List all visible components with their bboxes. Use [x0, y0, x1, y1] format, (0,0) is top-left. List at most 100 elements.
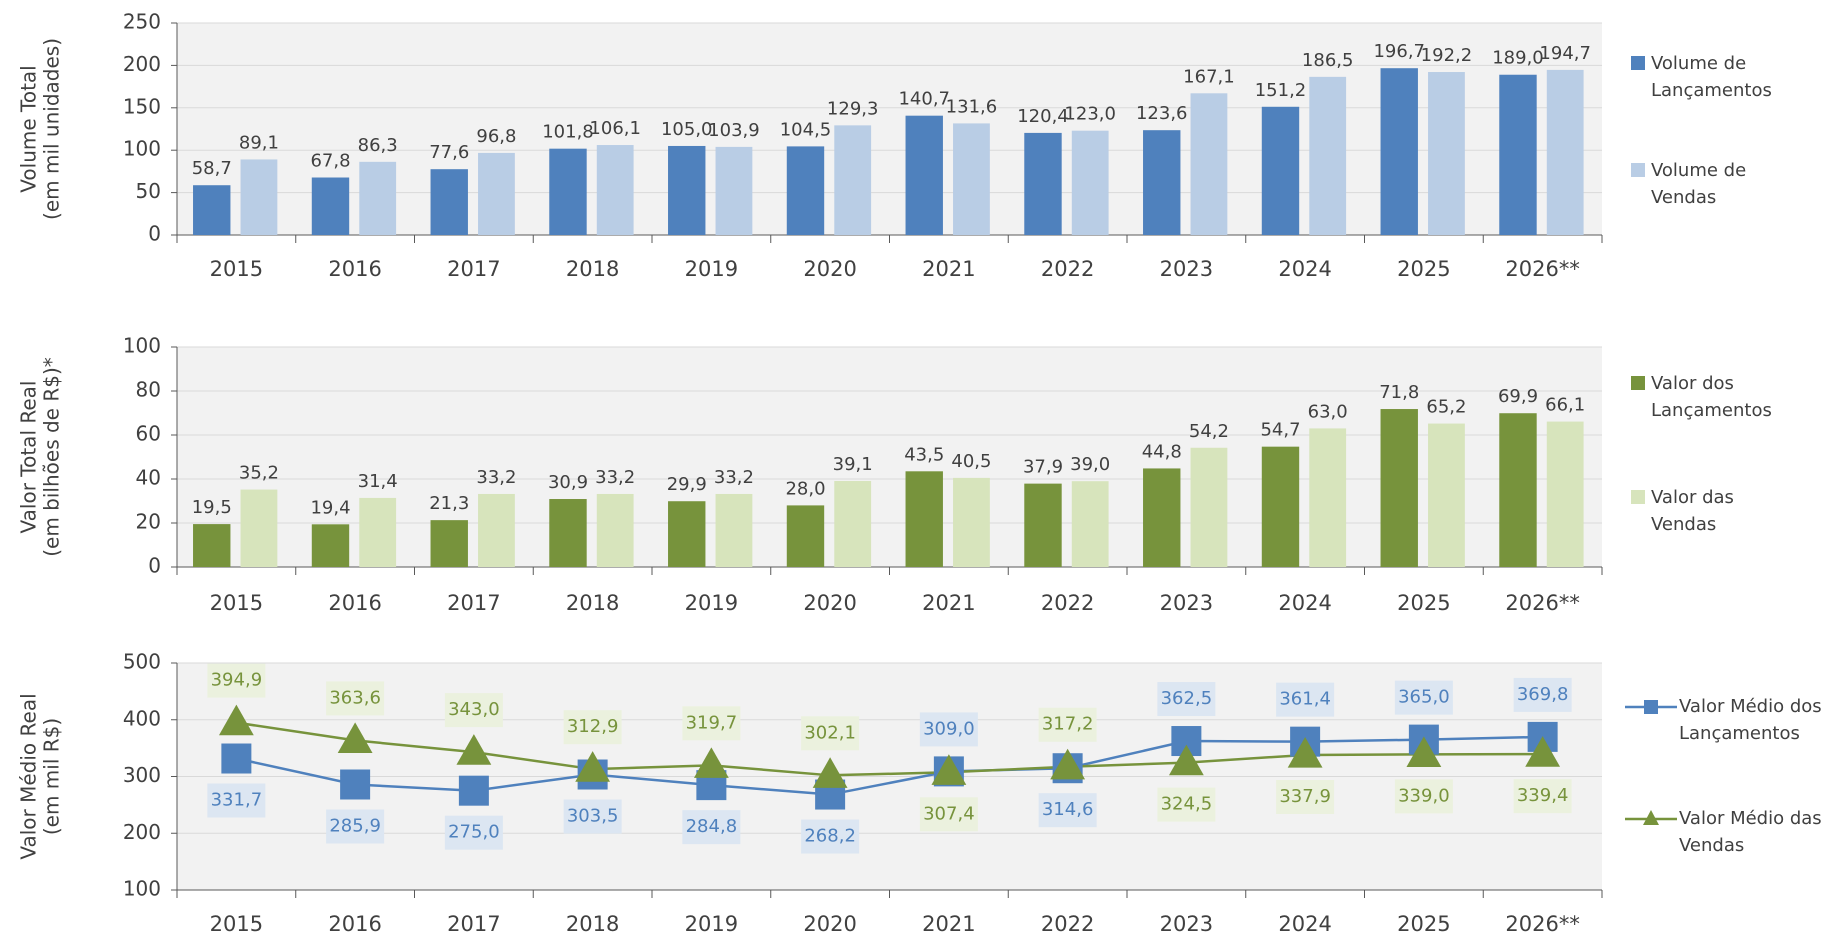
x-tick-label: 2018	[566, 912, 619, 936]
marker	[340, 769, 371, 800]
legend-item: Valor Médio das Vendas	[1623, 805, 1829, 859]
y-tick-label: 100	[123, 334, 161, 358]
value-label-box	[801, 716, 860, 751]
bar	[193, 524, 231, 567]
value-label: 104,5	[780, 119, 832, 140]
value-label: 69,9	[1498, 386, 1538, 407]
bar	[786, 146, 825, 235]
bar	[834, 480, 872, 567]
marker	[812, 757, 848, 788]
value-label: 120,4	[1017, 106, 1069, 127]
value-label: 343,0	[448, 699, 500, 720]
legend-item: Valor das Vendas	[1631, 484, 1801, 538]
value-label: 302,1	[804, 722, 856, 743]
x-tick-label: 2026**	[1505, 912, 1579, 936]
x-tick-label: 2019	[685, 591, 738, 615]
x-tick-label: 2020	[803, 912, 856, 936]
plot-area	[177, 347, 1602, 567]
x-tick-label: 2022	[1041, 257, 1094, 281]
plot-area	[177, 23, 1602, 235]
legend-item: Valor Médio dos Lançamentos	[1623, 693, 1829, 747]
x-tick-label: 2018	[566, 257, 619, 281]
value-label: 339,4	[1517, 785, 1569, 806]
value-label: 39,0	[1070, 454, 1110, 475]
bar	[193, 185, 231, 235]
y-tick-label: 300	[123, 763, 161, 787]
value-label-box	[207, 783, 266, 818]
value-label: 363,6	[329, 687, 381, 708]
value-label-box	[326, 681, 385, 716]
value-label: 35,2	[239, 463, 279, 484]
value-label: 58,7	[192, 158, 232, 179]
bar	[596, 493, 634, 567]
bar	[430, 169, 468, 235]
y-tick-label: 0	[148, 222, 161, 246]
value-label: 365,0	[1398, 687, 1450, 708]
value-label-box	[1276, 779, 1335, 814]
value-label: 129,3	[827, 98, 879, 119]
marker	[458, 775, 489, 806]
bar	[905, 115, 943, 235]
legend-label: Valor Médio dos Lançamentos	[1679, 696, 1822, 744]
value-label: 65,2	[1426, 397, 1466, 418]
value-label: 192,2	[1421, 45, 1473, 66]
y-tick-label: 80	[136, 378, 161, 402]
x-tick-label: 2017	[447, 257, 500, 281]
bar	[1546, 69, 1584, 235]
value-label-box	[1513, 677, 1572, 712]
value-label-box	[1513, 779, 1572, 814]
bar	[1546, 421, 1584, 567]
value-label: 189,0	[1492, 48, 1544, 69]
value-label-box	[207, 663, 266, 698]
x-tick-label: 2016	[328, 591, 381, 615]
y-tick-label: 150	[123, 94, 161, 118]
bar	[478, 493, 515, 567]
bar	[1428, 72, 1465, 235]
x-tick-label: 2019	[685, 912, 738, 936]
x-tick-label: 2016	[328, 257, 381, 281]
legend-swatch	[1631, 490, 1645, 504]
value-label: 309,0	[923, 718, 975, 739]
marker	[575, 751, 611, 782]
legend-marker	[1644, 700, 1658, 714]
value-label: 33,2	[595, 467, 635, 488]
value-label: 123,0	[1064, 104, 1116, 125]
x-tick-label: 2025	[1397, 912, 1450, 936]
value-label: 268,2	[804, 826, 856, 847]
bar	[1261, 446, 1300, 567]
value-label: 194,7	[1539, 43, 1591, 64]
x-tick-label: 2021	[922, 257, 975, 281]
value-label: 19,4	[310, 497, 350, 518]
bar	[1380, 68, 1418, 236]
x-tick-label: 2025	[1397, 257, 1450, 281]
value-label: 86,3	[358, 135, 398, 156]
value-label: 89,1	[239, 132, 279, 153]
value-label: 186,5	[1302, 50, 1354, 71]
x-tick-label: 2015	[210, 591, 263, 615]
bar	[1428, 423, 1465, 567]
value-label: 167,1	[1183, 66, 1235, 87]
bar	[311, 177, 350, 235]
x-tick-label: 2021	[922, 912, 975, 936]
bar	[240, 489, 278, 567]
marker	[456, 734, 492, 765]
value-label: 77,6	[429, 142, 469, 163]
value-label: 339,0	[1398, 785, 1450, 806]
legend-swatch	[1631, 56, 1645, 70]
bar	[430, 520, 468, 567]
value-label: 37,9	[1023, 457, 1063, 478]
value-label-box	[1394, 680, 1453, 715]
x-tick-label: 2026**	[1505, 591, 1579, 615]
y-axis-label: (em mil unidades)	[40, 38, 64, 220]
bar	[905, 471, 943, 567]
value-label-box	[563, 799, 622, 834]
bar	[1024, 483, 1062, 567]
value-label: 19,5	[192, 497, 232, 518]
line	[236, 735, 1543, 796]
x-tick-label: 2019	[685, 257, 738, 281]
value-label: 337,9	[1279, 786, 1331, 807]
bar	[953, 123, 990, 235]
line	[236, 721, 1543, 777]
bar	[478, 152, 515, 235]
bar	[596, 145, 634, 235]
